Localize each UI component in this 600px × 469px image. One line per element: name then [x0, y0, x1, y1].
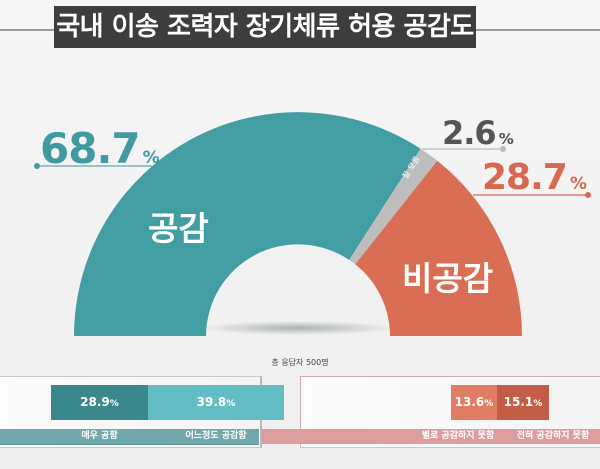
caption-not-really-agree: 별로 공감하지 못함 — [421, 431, 495, 441]
inner-shadow — [200, 321, 396, 335]
dk-leader-dot — [500, 146, 506, 152]
breakdown-bar-strongly-agree: 28.9% — [51, 385, 148, 420]
caption-strongly-agree: 매우 공함 — [81, 431, 118, 441]
dont-know-percent: 2.6% — [442, 114, 514, 152]
agree-leader-dot — [34, 163, 40, 169]
respondent-note: 총 응답자 500명 — [271, 358, 329, 367]
chart-title: 국내 이송 조력자 장기체류 허용 공감도 — [54, 6, 476, 48]
agree-caption-strip — [0, 429, 259, 445]
breakdown-bar-somewhat-agree: 39.8% — [148, 385, 284, 420]
disagree-label: 비공감 — [402, 259, 494, 298]
dont-know-segment — [349, 148, 438, 265]
caption-somewhat-agree: 어느정도 공감함 — [185, 431, 247, 441]
agree-segment — [74, 112, 421, 337]
semi-donut-chart — [34, 112, 591, 337]
disagree-caption-strip — [262, 429, 600, 444]
disagree-segment — [355, 160, 522, 336]
disagree-percent: 28.7% — [482, 157, 587, 198]
agree-percent: 68.7% — [40, 124, 160, 173]
caption-not-at-all-agree: 전혀 공감하지 못함 — [516, 431, 590, 441]
breakdown-bar-not-really-agree: 13.6% — [451, 385, 497, 420]
disagree-leader-dot — [585, 192, 591, 198]
breakdown-bar-not-at-all-agree: 15.1% — [497, 385, 549, 420]
agree-label: 공감 — [148, 209, 209, 248]
